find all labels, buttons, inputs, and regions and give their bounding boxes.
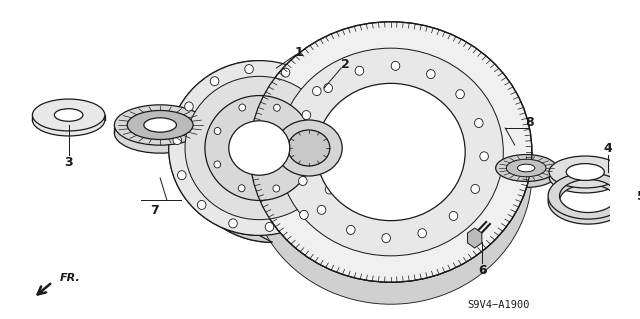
Ellipse shape bbox=[185, 76, 333, 220]
Ellipse shape bbox=[142, 117, 179, 133]
Circle shape bbox=[480, 152, 488, 161]
Circle shape bbox=[197, 200, 206, 209]
Ellipse shape bbox=[316, 83, 465, 221]
Text: 1: 1 bbox=[295, 46, 304, 58]
Polygon shape bbox=[468, 228, 482, 248]
Circle shape bbox=[456, 90, 465, 99]
Circle shape bbox=[449, 211, 458, 220]
Ellipse shape bbox=[278, 48, 503, 256]
Ellipse shape bbox=[115, 105, 206, 145]
Circle shape bbox=[300, 210, 308, 219]
Ellipse shape bbox=[518, 164, 535, 172]
Polygon shape bbox=[250, 152, 532, 304]
Circle shape bbox=[185, 102, 193, 111]
Circle shape bbox=[324, 84, 332, 93]
Circle shape bbox=[177, 171, 186, 180]
Text: 8: 8 bbox=[525, 115, 534, 129]
Circle shape bbox=[474, 119, 483, 128]
Ellipse shape bbox=[495, 155, 557, 182]
Circle shape bbox=[211, 77, 219, 86]
Ellipse shape bbox=[549, 161, 621, 193]
Circle shape bbox=[391, 61, 400, 70]
Ellipse shape bbox=[228, 121, 290, 175]
Ellipse shape bbox=[33, 104, 105, 136]
Text: 4: 4 bbox=[604, 142, 612, 154]
Circle shape bbox=[265, 222, 274, 231]
Ellipse shape bbox=[142, 125, 179, 141]
Ellipse shape bbox=[54, 109, 83, 121]
Ellipse shape bbox=[275, 120, 342, 176]
Polygon shape bbox=[548, 178, 626, 224]
Circle shape bbox=[281, 68, 290, 77]
Ellipse shape bbox=[127, 110, 193, 139]
Circle shape bbox=[228, 219, 237, 228]
Circle shape bbox=[346, 226, 355, 234]
Ellipse shape bbox=[33, 99, 105, 131]
Circle shape bbox=[382, 234, 390, 243]
Ellipse shape bbox=[506, 159, 546, 177]
Ellipse shape bbox=[495, 160, 557, 188]
Circle shape bbox=[298, 128, 305, 135]
Circle shape bbox=[273, 104, 280, 111]
Ellipse shape bbox=[549, 156, 621, 188]
Polygon shape bbox=[169, 61, 273, 242]
Text: 5: 5 bbox=[637, 189, 640, 203]
Ellipse shape bbox=[144, 118, 177, 132]
Circle shape bbox=[244, 64, 253, 74]
Ellipse shape bbox=[514, 168, 538, 180]
Text: 6: 6 bbox=[478, 264, 486, 278]
Text: 3: 3 bbox=[64, 157, 73, 169]
Circle shape bbox=[293, 143, 302, 152]
Ellipse shape bbox=[566, 169, 604, 185]
Circle shape bbox=[273, 185, 280, 192]
Ellipse shape bbox=[205, 96, 314, 200]
Text: 2: 2 bbox=[340, 57, 349, 70]
Circle shape bbox=[239, 104, 246, 111]
Circle shape bbox=[337, 152, 346, 160]
Circle shape bbox=[214, 128, 221, 135]
Polygon shape bbox=[548, 173, 626, 219]
Ellipse shape bbox=[115, 113, 206, 153]
Circle shape bbox=[238, 185, 245, 192]
Circle shape bbox=[418, 229, 426, 238]
Text: S9V4−A1900: S9V4−A1900 bbox=[467, 300, 529, 310]
Circle shape bbox=[173, 136, 182, 145]
Circle shape bbox=[312, 86, 321, 96]
Circle shape bbox=[355, 66, 364, 75]
Circle shape bbox=[426, 70, 435, 78]
Circle shape bbox=[298, 176, 307, 185]
Ellipse shape bbox=[288, 130, 330, 166]
Ellipse shape bbox=[54, 114, 83, 126]
Text: FR.: FR. bbox=[60, 273, 81, 283]
Ellipse shape bbox=[294, 126, 347, 170]
Circle shape bbox=[302, 111, 310, 120]
Circle shape bbox=[214, 161, 221, 168]
Circle shape bbox=[298, 161, 304, 168]
Ellipse shape bbox=[566, 164, 604, 181]
Circle shape bbox=[317, 205, 326, 214]
Circle shape bbox=[471, 184, 479, 193]
Ellipse shape bbox=[514, 163, 538, 174]
Circle shape bbox=[325, 185, 334, 194]
Ellipse shape bbox=[182, 68, 363, 242]
Ellipse shape bbox=[250, 22, 532, 282]
Ellipse shape bbox=[169, 61, 350, 235]
Circle shape bbox=[332, 116, 341, 125]
Text: 7: 7 bbox=[150, 204, 159, 217]
